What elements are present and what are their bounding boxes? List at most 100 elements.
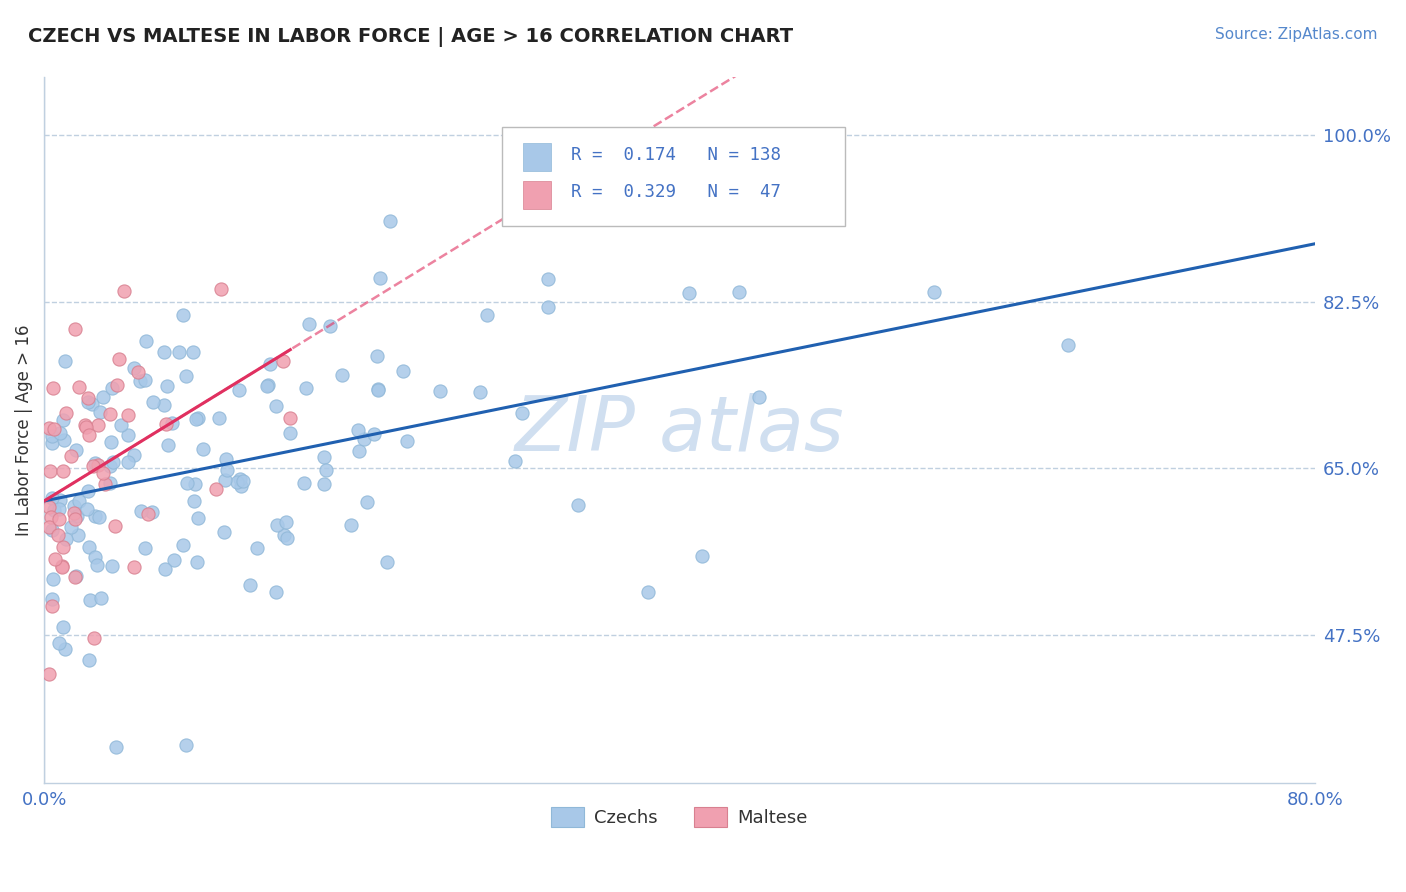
FancyBboxPatch shape xyxy=(502,127,845,226)
Point xyxy=(59,450,82,464)
Point xyxy=(41,524,63,538)
Point xyxy=(537,300,560,314)
Point xyxy=(98,458,121,473)
Point xyxy=(503,453,526,467)
Point xyxy=(49,425,72,440)
Point xyxy=(174,738,197,752)
Point xyxy=(91,390,114,404)
Point xyxy=(79,653,101,667)
Point xyxy=(226,475,249,489)
Point xyxy=(273,528,295,542)
Point xyxy=(77,428,100,442)
Point xyxy=(367,382,389,396)
Point xyxy=(366,350,388,364)
Point xyxy=(748,391,770,405)
Point xyxy=(678,285,700,300)
Point xyxy=(138,507,160,521)
Point xyxy=(214,473,236,487)
Point xyxy=(239,577,262,591)
Point xyxy=(163,553,186,567)
Point xyxy=(152,398,174,412)
Point xyxy=(98,407,121,421)
Point xyxy=(39,510,62,524)
Point xyxy=(63,512,86,526)
Point xyxy=(637,585,659,599)
Point xyxy=(377,555,399,569)
Point xyxy=(52,620,75,634)
Point xyxy=(41,429,63,443)
Point xyxy=(77,391,100,405)
Point xyxy=(76,501,98,516)
Point xyxy=(134,541,156,556)
Point xyxy=(48,501,70,516)
Point xyxy=(100,435,122,450)
Point xyxy=(368,270,391,285)
Point xyxy=(271,354,294,368)
Point xyxy=(172,308,194,322)
Point xyxy=(278,411,301,425)
Point xyxy=(51,559,73,574)
Point xyxy=(77,395,100,409)
Point xyxy=(155,417,177,431)
Point xyxy=(312,450,335,465)
Point xyxy=(52,434,75,448)
Point xyxy=(183,476,205,491)
Point xyxy=(690,549,713,564)
Point xyxy=(63,321,86,335)
Point xyxy=(79,540,101,554)
Point xyxy=(42,572,65,586)
Point xyxy=(53,353,76,368)
Point xyxy=(295,381,318,395)
Point xyxy=(89,405,111,419)
Point xyxy=(264,399,287,413)
Point xyxy=(346,423,368,437)
Point xyxy=(187,511,209,525)
Point xyxy=(75,420,97,434)
Point xyxy=(124,448,146,462)
Point xyxy=(62,500,84,514)
Point xyxy=(101,559,124,574)
Point xyxy=(142,395,165,409)
Point xyxy=(107,351,129,366)
Point xyxy=(76,484,98,499)
Point xyxy=(86,558,108,573)
Point xyxy=(41,491,63,505)
Point xyxy=(117,455,139,469)
Point xyxy=(55,533,77,547)
Point xyxy=(728,285,751,299)
Text: R =  0.329   N =  47: R = 0.329 N = 47 xyxy=(571,184,782,202)
Point xyxy=(87,417,110,432)
Point xyxy=(42,422,65,436)
Point xyxy=(83,631,105,645)
Point xyxy=(340,518,363,533)
Point xyxy=(41,599,63,614)
Point xyxy=(79,593,101,607)
Point xyxy=(205,482,228,496)
Point xyxy=(392,364,415,378)
Point xyxy=(122,560,145,574)
Point xyxy=(181,345,204,359)
Point xyxy=(396,434,419,449)
Point xyxy=(257,378,280,392)
Point xyxy=(110,418,132,433)
Point xyxy=(153,562,176,576)
Point xyxy=(87,510,110,524)
Point xyxy=(127,365,149,379)
Point xyxy=(264,585,287,599)
Point xyxy=(314,477,336,491)
Point xyxy=(101,454,124,468)
Point xyxy=(1057,338,1080,352)
Point xyxy=(363,426,385,441)
Point xyxy=(315,463,337,477)
Point xyxy=(129,374,152,388)
FancyBboxPatch shape xyxy=(523,181,551,210)
Point xyxy=(38,464,60,478)
Point xyxy=(84,549,107,564)
Point xyxy=(91,466,114,480)
Point xyxy=(55,406,77,420)
Point xyxy=(141,504,163,518)
Point xyxy=(380,214,402,228)
Point xyxy=(84,509,107,524)
Point xyxy=(470,384,492,399)
Point xyxy=(922,285,945,300)
